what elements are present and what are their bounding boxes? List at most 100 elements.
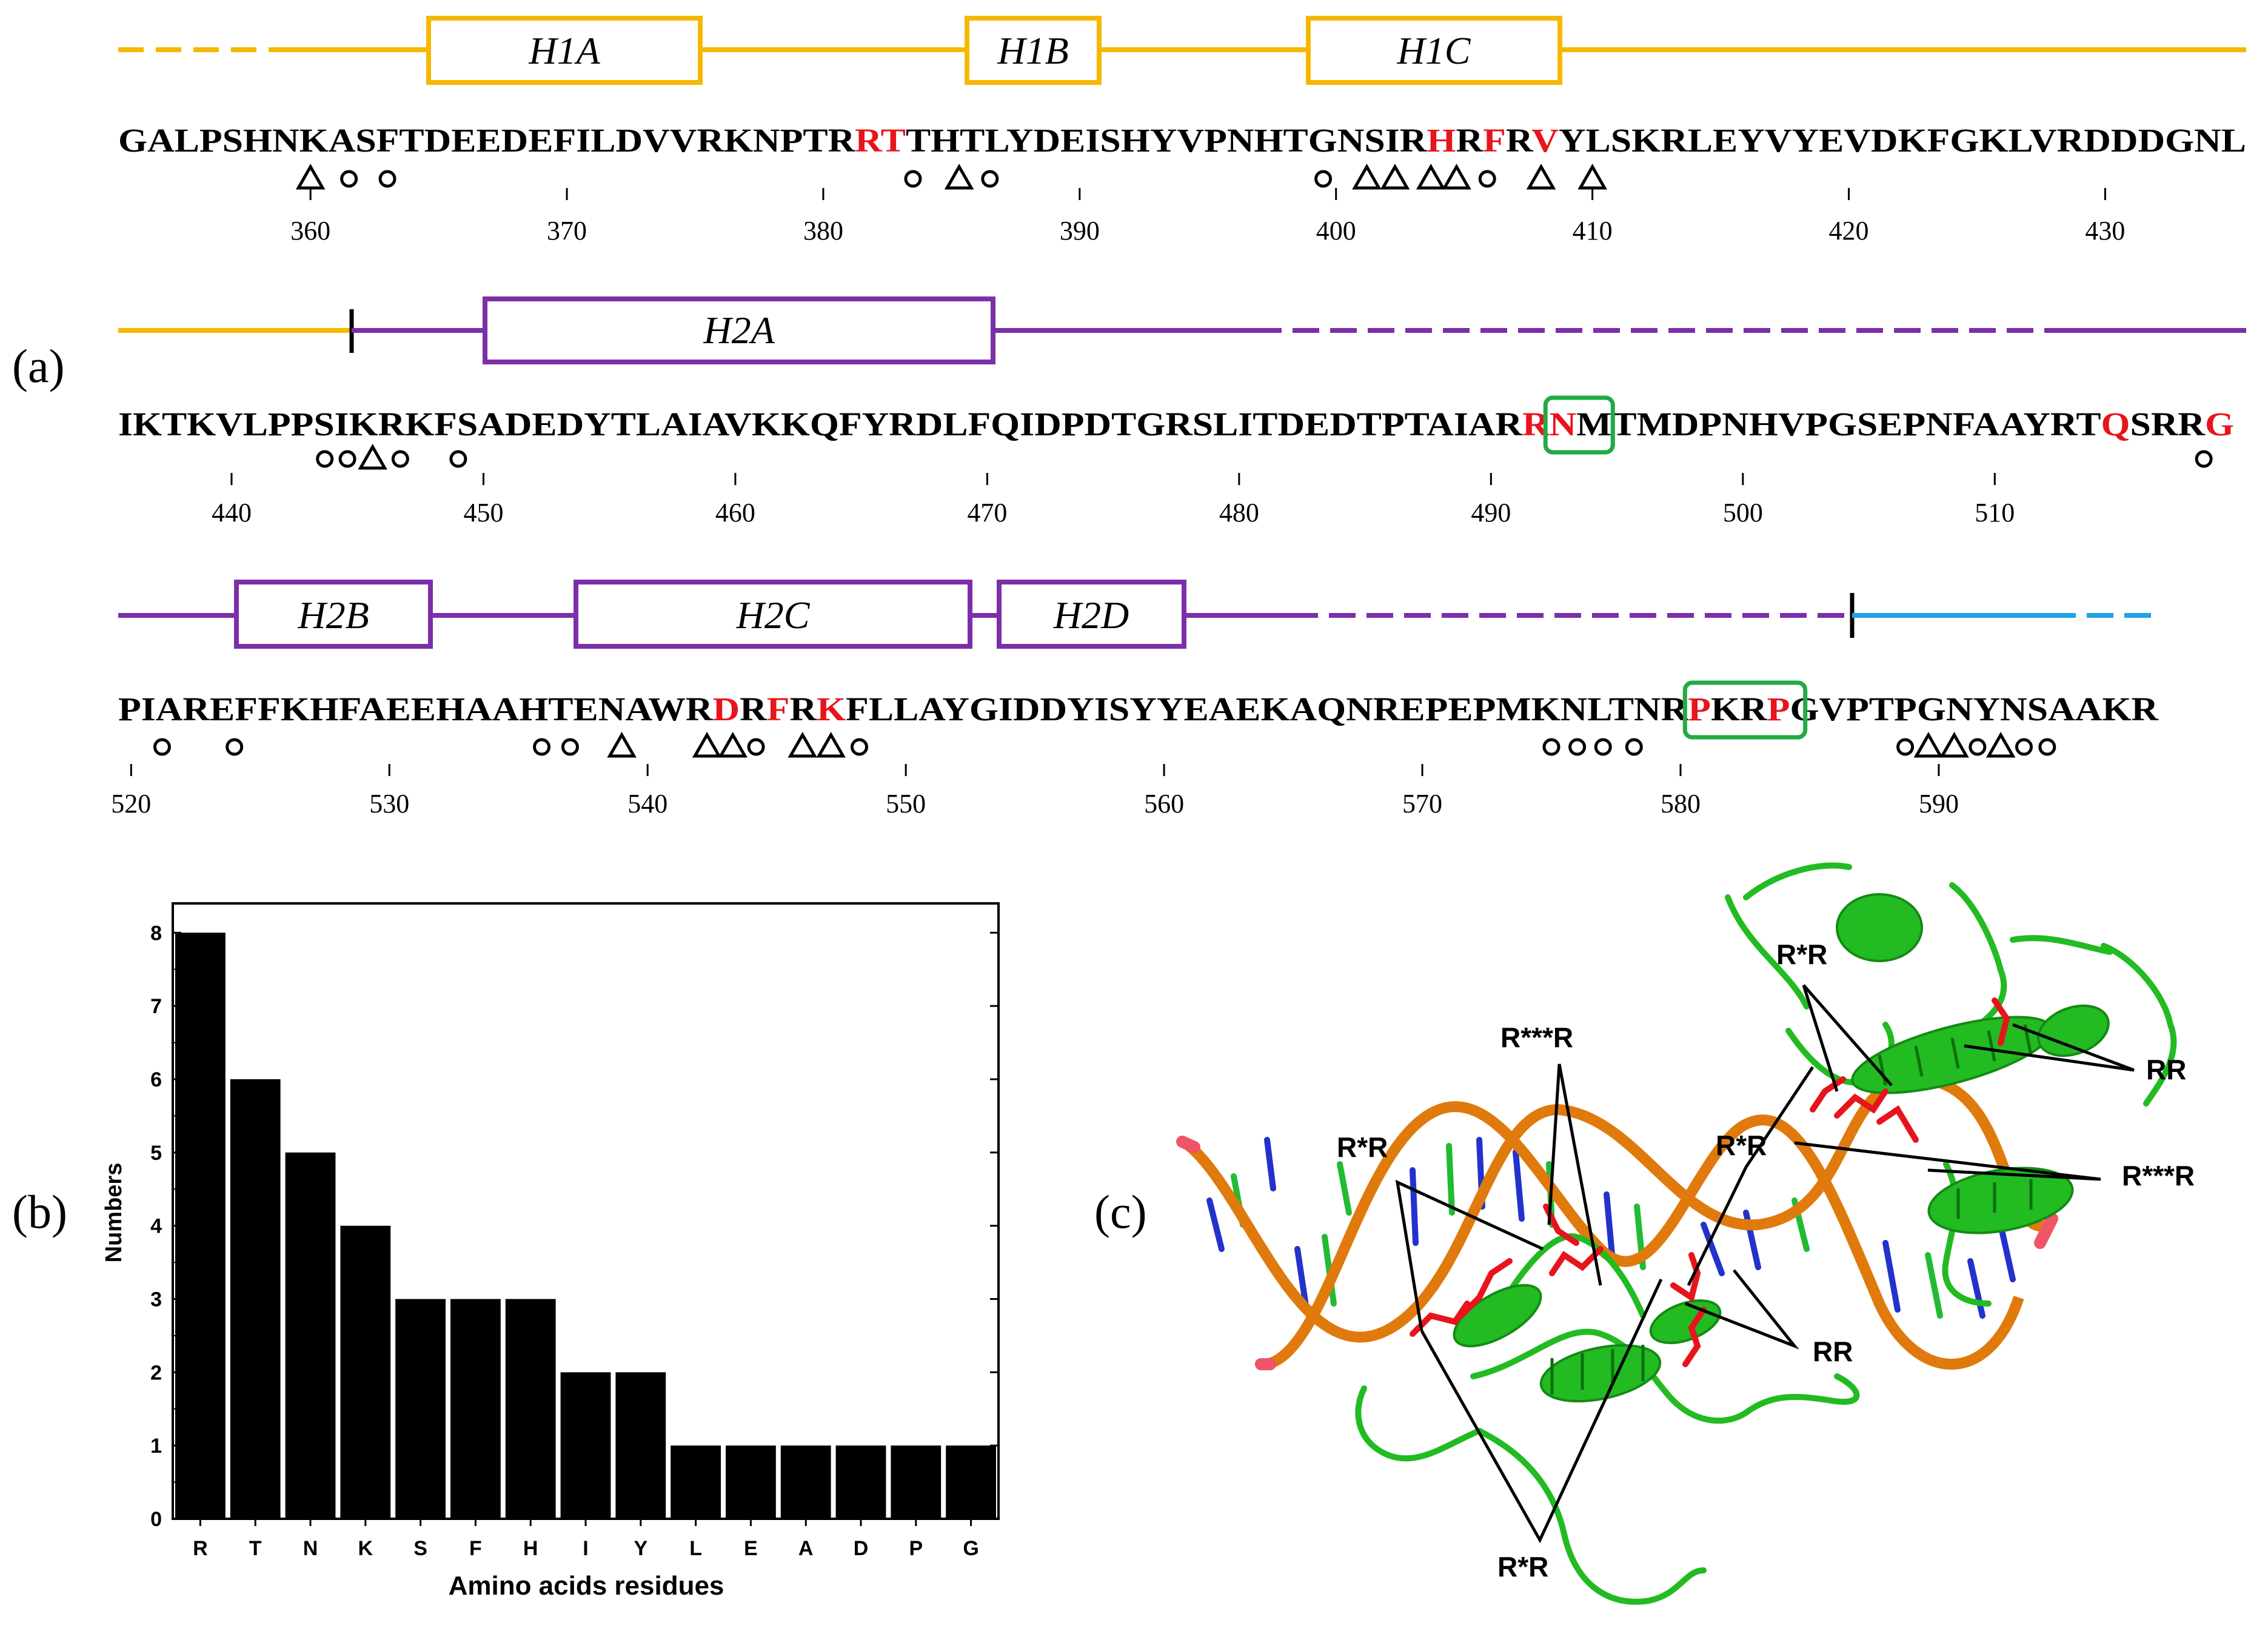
y-tick-label: 7 <box>150 995 162 1018</box>
alpha-helix <box>1649 1299 1722 1344</box>
arginine-sticks <box>1876 1105 1919 1143</box>
circle-marker <box>981 170 999 188</box>
x-tick-label: T <box>249 1537 262 1560</box>
circle-marker <box>340 170 358 188</box>
x-tick-label: I <box>583 1537 588 1560</box>
x-tick-label: A <box>798 1537 814 1560</box>
helix-box-h2c <box>574 580 972 649</box>
protein-coil <box>1743 862 1852 900</box>
x-tick-label: Y <box>634 1537 647 1560</box>
base-pair <box>1604 1191 1616 1264</box>
helix-turn <box>1878 1054 1887 1086</box>
x-axis-title: Amino acids residues <box>449 1571 724 1601</box>
position-label: 470 <box>967 498 1007 527</box>
x-tick-label: D <box>854 1537 869 1560</box>
position-label: 420 <box>1829 216 1869 246</box>
triangle-marker <box>295 163 326 190</box>
protein-coil <box>1725 894 1810 1010</box>
bar-P <box>891 1445 942 1519</box>
arginine-side-chains <box>1410 997 2010 1367</box>
position-label: 500 <box>1723 498 1763 527</box>
alpha-helix <box>1927 1167 2074 1234</box>
panel-a: H1A H1B H1C H2A H2B H2C <box>111 16 2246 819</box>
bar-A <box>780 1445 831 1519</box>
circle-marker <box>391 450 409 468</box>
bar-S <box>395 1299 446 1519</box>
pointer-r3r-right <box>1794 1141 2101 1181</box>
panel-label-a: (a) <box>12 340 65 392</box>
strand-end <box>2034 1213 2058 1249</box>
bar-I <box>560 1372 611 1519</box>
bar-D <box>835 1445 886 1519</box>
position-label: 480 <box>1219 498 1259 527</box>
x-tick-label: R <box>193 1537 208 1560</box>
circle-marker <box>1568 738 1587 756</box>
y-axis: 0 1 2 3 4 5 6 7 8 <box>150 922 999 1531</box>
x-tick-label: G <box>963 1537 978 1560</box>
triangle-marker <box>944 163 974 190</box>
circle-marker <box>153 738 171 756</box>
position-label: 530 <box>369 789 409 819</box>
circle-marker <box>1314 170 1333 188</box>
alpha-helix <box>2037 1004 2110 1057</box>
bar-group <box>175 933 996 1519</box>
position-label: 360 <box>290 216 330 246</box>
base-pair <box>1446 1143 1455 1216</box>
protein-coil <box>1949 882 2007 1034</box>
circle-marker <box>1594 738 1612 756</box>
topology-row-3: H2B H2C H2D <box>118 580 2161 649</box>
circle-marker <box>1478 170 1496 188</box>
arginine-sticks <box>1670 1252 1701 1303</box>
position-label: 370 <box>547 216 587 246</box>
arginine-sticks <box>1549 1246 1604 1276</box>
helix-label-h2a: H2A <box>703 309 775 352</box>
triangle-marker <box>1380 163 1410 190</box>
circle-marker <box>2038 738 2056 756</box>
base-pair <box>1410 1167 1419 1246</box>
protein-coil <box>2010 935 2113 955</box>
arginine-sticks <box>1458 1258 1513 1319</box>
arginine-sticks <box>1682 1307 1707 1367</box>
y-tick-label: 0 <box>150 1508 162 1531</box>
triangle-marker <box>816 731 846 758</box>
position-label: 440 <box>212 498 252 527</box>
label-rr: RR <box>2146 1054 2186 1085</box>
x-tick-label: F <box>469 1537 482 1560</box>
triangle-marker <box>1352 163 1382 190</box>
circle-marker <box>316 450 334 468</box>
panel-label-c: (c) <box>1094 1185 1147 1238</box>
x-tick-label: N <box>303 1537 318 1560</box>
highlight-box <box>1682 680 1808 740</box>
protein-coil <box>1355 1385 1482 1462</box>
bar-chart-panel-b: Numbers Amino acids residues 0 1 2 3 4 5 6 7 8 R… <box>101 902 1000 1601</box>
position-label: 400 <box>1316 216 1356 246</box>
protein-dna-structure-panel-c: R*R R***R R*R R*R RR R*R RR R***R <box>1176 862 2195 1605</box>
label-r1r: R*R <box>1337 1131 1388 1163</box>
position-label: 380 <box>803 216 843 246</box>
base-pair <box>1701 1222 1725 1276</box>
label-r1r: R*R <box>1716 1130 1767 1161</box>
bar-H <box>505 1299 556 1519</box>
circle-marker <box>1625 738 1643 756</box>
helix-label-h1b: H1B <box>997 29 1068 72</box>
bar-K <box>340 1225 391 1519</box>
alpha-helix <box>1539 1344 1662 1403</box>
dna-backbone-strand-2 <box>1265 1101 2024 1370</box>
helix-label-h2d: H2D <box>1053 594 1129 637</box>
helix-box-h2b <box>234 580 433 649</box>
position-label: 540 <box>627 789 667 819</box>
pointer-rr-top <box>1964 1023 2135 1072</box>
helix-turn-stripes <box>1550 1024 2033 1395</box>
bar-N <box>285 1152 336 1519</box>
position-label: 580 <box>1661 789 1701 819</box>
circle-marker <box>1969 738 1987 756</box>
helix-box-h1b <box>965 16 1102 85</box>
arginine-sticks <box>1992 997 2010 1046</box>
triangle-marker <box>1985 731 2016 758</box>
alpha-helix <box>1453 1284 1542 1348</box>
circle-marker <box>1896 738 1915 756</box>
arginine-sticks <box>1810 1076 1846 1113</box>
pointer-r1r-bottom <box>1420 1278 1663 1544</box>
circle-marker <box>2195 450 2213 468</box>
